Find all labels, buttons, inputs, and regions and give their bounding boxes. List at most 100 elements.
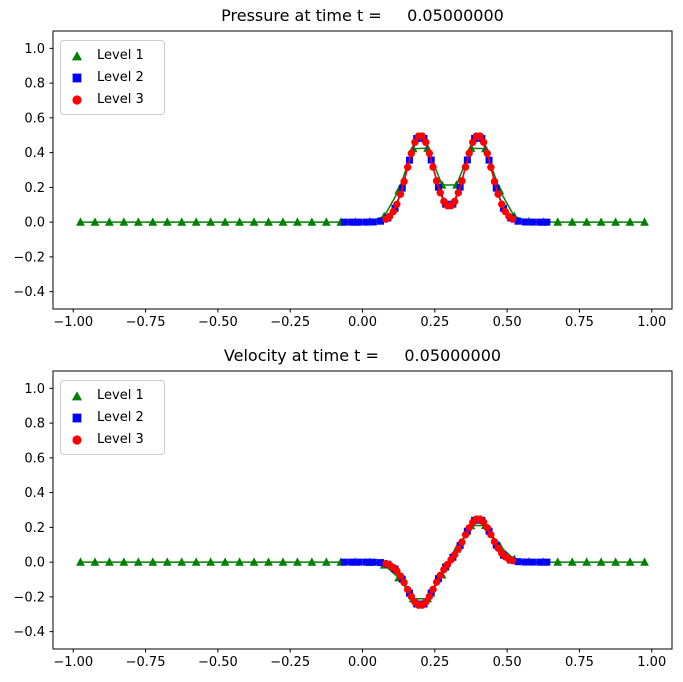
level1-triangle-marker <box>553 217 563 226</box>
x-tick-label: 0.00 <box>348 655 377 670</box>
level1-triangle-marker <box>206 557 216 566</box>
level1-triangle-marker <box>220 217 230 226</box>
legend-label-level1: Level 1 <box>97 388 144 403</box>
velocity-legend: Level 1 Level 2 Level 3 <box>60 380 165 455</box>
x-tick-label: 0.25 <box>420 315 449 330</box>
x-tick-label: −1.00 <box>53 315 93 330</box>
level1-triangle-marker <box>553 557 563 566</box>
y-tick-label: 0.6 <box>24 111 45 126</box>
level2-square-marker <box>340 218 348 226</box>
level1-triangle-marker <box>76 217 85 226</box>
level3-circle-marker <box>490 177 499 186</box>
legend-item-level3: Level 3 <box>70 430 156 449</box>
y-tick-label: 0.0 <box>24 556 45 571</box>
level1-triangle-marker <box>596 557 606 566</box>
level3-circle-marker <box>508 556 517 565</box>
y-tick-label: −0.2 <box>13 590 45 605</box>
y-tick-label: −0.4 <box>13 625 45 640</box>
level2-square-marker <box>355 218 363 226</box>
level1-triangle-marker <box>567 557 577 566</box>
level3-circle-marker <box>487 530 495 539</box>
level1-triangle-marker <box>235 217 244 226</box>
y-tick-label: 0.2 <box>24 181 45 196</box>
level3-circle-marker <box>422 598 430 606</box>
level1-triangle-marker <box>133 557 143 566</box>
square-marker-icon <box>72 73 82 82</box>
legend-item-level1: Level 1 <box>70 46 156 65</box>
y-tick-label: −0.2 <box>13 250 45 265</box>
y-tick-label: 0.8 <box>24 77 45 92</box>
level3-circle-marker <box>436 189 444 197</box>
x-tick-label: 1.00 <box>637 655 666 670</box>
level3-circle-marker <box>400 177 408 186</box>
level1-triangle-marker <box>307 217 317 226</box>
level1-triangle-marker <box>567 217 577 226</box>
x-tick-label: 1.00 <box>637 315 666 330</box>
level3-circle-marker <box>494 190 502 198</box>
level2-square-marker <box>340 558 348 566</box>
level1-triangle-marker <box>249 557 259 566</box>
triangle-marker-icon <box>71 390 83 400</box>
level3-circle-marker <box>476 132 484 140</box>
level3-circle-marker <box>425 592 434 601</box>
pressure-legend: Level 1 Level 2 Level 3 <box>60 40 165 115</box>
level2-square-marker <box>377 559 385 567</box>
level2-square-marker <box>348 218 356 226</box>
level3-circle-marker <box>432 177 441 185</box>
level2-square-marker <box>369 558 377 566</box>
y-tick-label: 0.4 <box>24 146 45 161</box>
legend-item-level2: Level 2 <box>70 68 156 87</box>
velocity-axes-frame <box>52 370 673 650</box>
level2-square-marker <box>377 217 385 225</box>
y-tick-label: 0.2 <box>24 521 45 536</box>
velocity-title: Velocity at time t = 0.05000000 <box>223 346 502 365</box>
level2-square-marker <box>543 218 551 226</box>
level3-circle-marker <box>425 149 434 158</box>
y-tick-label: 1.0 <box>24 42 45 57</box>
legend-label-level1: Level 1 <box>97 48 144 63</box>
level3-circle-marker <box>407 592 416 601</box>
level1-triangle-marker <box>611 557 620 566</box>
level2-square-marker <box>369 218 377 226</box>
y-tick-label: 0.4 <box>24 486 45 501</box>
level1-triangle-marker <box>293 557 302 566</box>
level3-circle-marker <box>461 163 470 171</box>
x-tick-label: −0.50 <box>198 315 238 330</box>
legend-label-level2: Level 2 <box>97 410 144 425</box>
level2-square-marker <box>536 218 544 226</box>
y-tick-label: 0.6 <box>24 451 45 466</box>
level1-triangle-marker <box>264 557 273 566</box>
level3-circle-marker <box>454 545 463 553</box>
level1-triangle-marker <box>119 557 129 566</box>
level2-square-marker <box>514 217 522 225</box>
level3-circle-marker <box>403 585 412 594</box>
level1-triangle-marker <box>625 217 635 226</box>
level3-circle-marker <box>479 138 488 146</box>
x-tick-label: −0.25 <box>270 315 310 330</box>
level1-triangle-marker <box>177 557 187 566</box>
level3-circle-marker <box>396 190 405 198</box>
level3-circle-marker <box>450 550 459 559</box>
level1-triangle-marker <box>249 217 259 226</box>
circle-marker-icon <box>72 434 82 445</box>
level1-line <box>80 147 645 223</box>
level1-triangle-marker <box>640 217 649 226</box>
level3-circle-marker <box>469 138 477 146</box>
x-tick-label: 0.50 <box>493 655 522 670</box>
level3-circle-marker <box>400 578 408 587</box>
level1-triangle-marker <box>162 217 172 226</box>
level1-triangle-marker <box>235 557 244 566</box>
level1-triangle-marker <box>582 217 592 226</box>
y-tick-label: 1.0 <box>24 382 45 397</box>
level3-circle-marker <box>418 132 426 140</box>
triangle-marker-icon <box>71 50 83 60</box>
level3-circle-marker <box>498 200 506 209</box>
level2-square-marker <box>528 218 536 226</box>
y-tick-label: 0.0 <box>24 216 45 231</box>
level1-triangle-marker <box>278 217 288 226</box>
level3-circle-marker <box>407 149 416 158</box>
level1-triangle-marker <box>191 557 201 566</box>
level2-square-marker <box>528 558 536 566</box>
level1-triangle-marker <box>162 557 172 566</box>
